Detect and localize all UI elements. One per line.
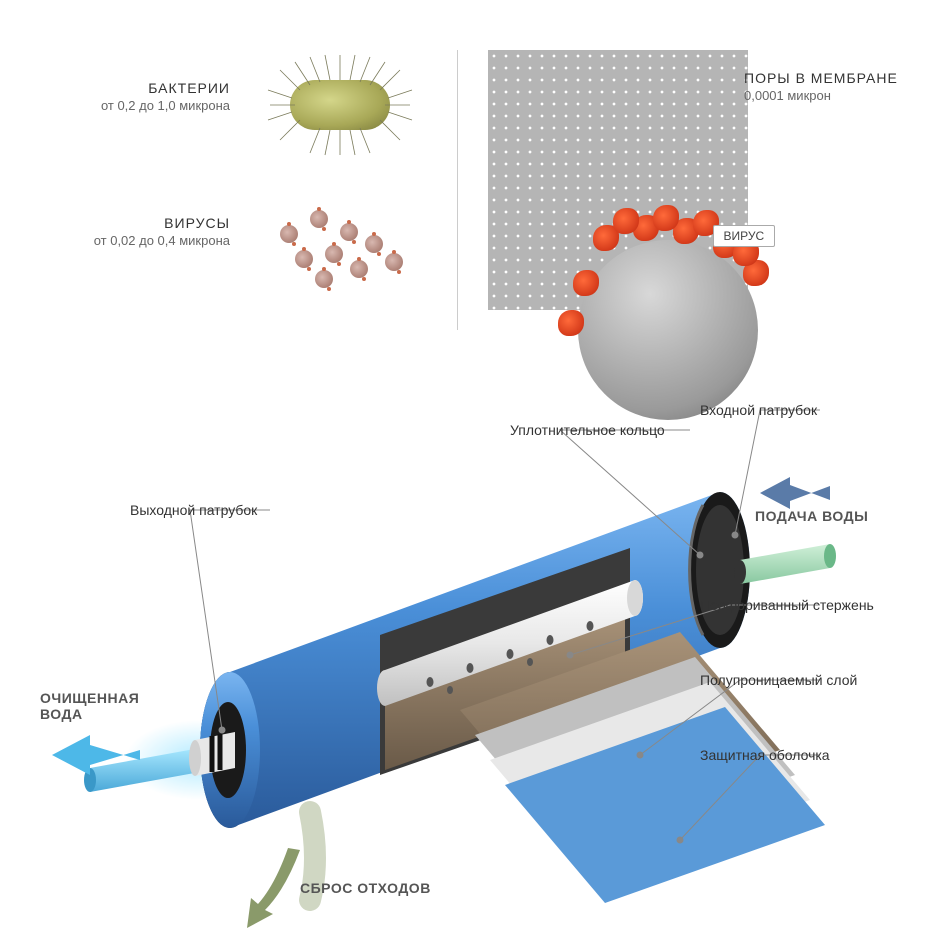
callout-rod: Перфориванный стержень: [700, 597, 874, 613]
viruses-sub: от 0,02 до 0,4 микрона: [40, 233, 230, 248]
particles-panel: БАКТЕРИИ от 0,2 до 1,0 микрона: [40, 50, 457, 330]
spike-icon: [613, 208, 639, 234]
comparison-panel: БАКТЕРИИ от 0,2 до 1,0 микрона: [40, 50, 904, 330]
viruses-label: ВИРУСЫ от 0,02 до 0,4 микрона: [40, 215, 230, 248]
virus-small-icon: [325, 245, 343, 263]
callout-layer: Полупроницаемый слой: [700, 672, 857, 688]
virus-tag: ВИРУС: [713, 225, 776, 247]
membrane-panel: ПОРЫ В МЕМБРАНЕ 0,0001 микрон ВИРУС: [457, 50, 905, 330]
virus-large-illustration: [558, 160, 758, 360]
viruses-title: ВИРУСЫ: [40, 215, 230, 231]
callout-seal: Уплотнительное кольцо: [510, 422, 665, 438]
pores-sub: 0,0001 микрон: [744, 88, 904, 103]
filter-diagram: Входной патрубок Уплотнительное кольцо П…: [0, 380, 944, 942]
flow-waste: СБРОС ОТХОДОВ: [300, 880, 431, 896]
callout-outlet: Выходной патрубок: [130, 502, 257, 518]
virus-small-icon: [295, 250, 313, 268]
flow-supply: ПОДАЧА ВОДЫ: [755, 508, 868, 524]
virus-small-icon: [340, 223, 358, 241]
virus-small-icon: [350, 260, 368, 278]
spike-icon: [653, 205, 679, 231]
virus-small-icon: [365, 235, 383, 253]
flow-clean: ОЧИЩЕННАЯ ВОДА: [40, 690, 139, 722]
spike-icon: [573, 270, 599, 296]
pores-title: ПОРЫ В МЕМБРАНЕ: [744, 70, 904, 86]
virus-small-icon: [315, 270, 333, 288]
virus-small-icon: [385, 253, 403, 271]
bacteria-title: БАКТЕРИИ: [40, 80, 230, 96]
bacteria-label: БАКТЕРИИ от 0,2 до 1,0 микрона: [40, 80, 230, 113]
callout-inlet: Входной патрубок: [700, 402, 817, 418]
spike-icon: [558, 310, 584, 336]
callout-shell: Защитная оболочка: [700, 747, 830, 763]
virus-cluster: [270, 205, 450, 285]
virus-small-icon: [280, 225, 298, 243]
bacteria-sub: от 0,2 до 1,0 микрона: [40, 98, 230, 113]
bacterium-illustration: [270, 60, 410, 150]
pores-label: ПОРЫ В МЕМБРАНЕ 0,0001 микрон: [744, 70, 904, 103]
virus-small-icon: [310, 210, 328, 228]
